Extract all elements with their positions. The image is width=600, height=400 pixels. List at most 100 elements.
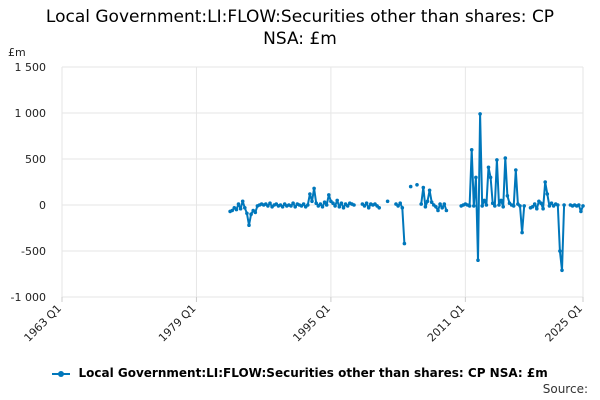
data-point bbox=[505, 194, 510, 198]
data-point bbox=[335, 198, 340, 203]
data-point bbox=[476, 258, 480, 263]
data-point bbox=[280, 205, 285, 209]
data-point bbox=[364, 201, 369, 205]
data-point bbox=[560, 268, 564, 273]
data-point bbox=[514, 168, 518, 172]
data-point bbox=[488, 175, 493, 180]
data-point bbox=[518, 204, 522, 208]
data-point bbox=[266, 204, 270, 208]
data-point bbox=[352, 203, 356, 207]
data-point bbox=[306, 203, 310, 207]
data-point bbox=[493, 204, 497, 208]
data-point bbox=[398, 201, 403, 205]
data-point bbox=[415, 183, 419, 187]
data-point bbox=[495, 158, 499, 162]
data-point bbox=[243, 206, 247, 210]
y-tick-label: 1 500 bbox=[15, 61, 47, 74]
data-point bbox=[427, 188, 432, 193]
data-point bbox=[532, 202, 537, 206]
legend-swatch bbox=[52, 370, 71, 377]
data-point bbox=[482, 198, 487, 203]
data-point bbox=[444, 208, 449, 213]
data-point bbox=[442, 202, 447, 206]
data-point bbox=[522, 204, 526, 208]
x-tick-label: 2025 Q1 bbox=[543, 302, 586, 345]
data-point bbox=[308, 192, 312, 196]
data-point bbox=[467, 204, 472, 208]
data-point bbox=[577, 203, 581, 207]
data-point bbox=[331, 201, 335, 205]
x-tick-label: 1979 Q1 bbox=[156, 302, 199, 345]
data-point bbox=[581, 204, 585, 208]
data-point bbox=[478, 112, 482, 116]
data-point bbox=[320, 205, 325, 209]
data-point bbox=[268, 201, 272, 205]
data-point bbox=[293, 205, 298, 209]
data-point bbox=[539, 201, 543, 205]
y-tick-label: 500 bbox=[25, 153, 46, 166]
data-point bbox=[400, 206, 405, 210]
data-point bbox=[236, 202, 241, 206]
data-point bbox=[497, 203, 501, 207]
data-point bbox=[499, 198, 503, 203]
data-point bbox=[234, 207, 239, 212]
data-point bbox=[318, 202, 323, 206]
data-point bbox=[301, 202, 306, 206]
data-point bbox=[440, 206, 445, 210]
data-point bbox=[238, 206, 243, 211]
source-label: Source: bbox=[542, 382, 588, 396]
data-point bbox=[480, 204, 485, 208]
data-point bbox=[438, 202, 442, 206]
y-axis-unit-label: £m bbox=[8, 46, 26, 59]
data-point bbox=[434, 205, 438, 209]
series-line-segment bbox=[460, 112, 526, 262]
chart-title-line-2: NSA: £m bbox=[263, 29, 337, 49]
data-point bbox=[547, 204, 552, 208]
data-point bbox=[385, 199, 390, 204]
data-point bbox=[549, 201, 554, 205]
data-point bbox=[245, 211, 249, 216]
chart-title: Local Government:LI:FLOW:Securities othe… bbox=[0, 6, 600, 50]
data-point bbox=[240, 199, 245, 204]
data-point bbox=[366, 206, 371, 210]
data-point bbox=[484, 203, 489, 207]
data-point bbox=[314, 201, 319, 205]
data-point bbox=[339, 201, 344, 205]
data-point bbox=[333, 204, 337, 208]
y-tick-label: 1 000 bbox=[15, 107, 47, 120]
data-point bbox=[310, 199, 314, 204]
data-point bbox=[562, 203, 566, 207]
data-point bbox=[469, 148, 474, 152]
data-point bbox=[425, 199, 430, 204]
legend: Local Government:LI:FLOW:Securities othe… bbox=[0, 366, 600, 380]
data-point bbox=[474, 175, 478, 180]
data-point bbox=[327, 193, 331, 197]
x-tick-label: 2011 Q1 bbox=[425, 302, 468, 345]
data-point bbox=[322, 200, 327, 204]
data-point bbox=[249, 212, 253, 216]
data-point bbox=[337, 205, 342, 209]
data-point bbox=[408, 184, 413, 189]
data-point bbox=[421, 185, 426, 190]
data-point bbox=[503, 156, 508, 160]
data-point bbox=[490, 201, 495, 205]
data-point bbox=[345, 204, 350, 208]
data-point bbox=[436, 208, 440, 213]
data-point bbox=[289, 204, 293, 208]
data-point bbox=[543, 180, 547, 184]
chart-title-line-1: Local Government:LI:FLOW:Securities othe… bbox=[45, 7, 555, 27]
data-point bbox=[230, 208, 234, 213]
data-point bbox=[247, 223, 251, 227]
data-point bbox=[324, 203, 329, 207]
y-tick-label: -1 000 bbox=[11, 291, 46, 304]
data-point bbox=[377, 206, 382, 210]
data-point bbox=[291, 201, 295, 205]
data-point bbox=[419, 202, 424, 206]
data-point bbox=[545, 192, 550, 196]
series bbox=[228, 112, 585, 273]
legend-label: Local Government:LI:FLOW:Securities othe… bbox=[78, 366, 548, 380]
data-point bbox=[486, 165, 491, 170]
data-point bbox=[429, 200, 434, 204]
data-point bbox=[312, 186, 316, 191]
